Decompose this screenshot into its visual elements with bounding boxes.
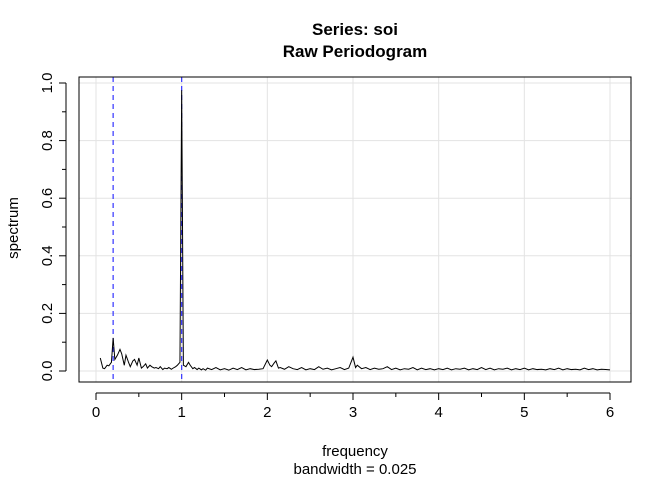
x-tick-label: 5 (520, 404, 528, 421)
x-tick-label: 4 (434, 404, 442, 421)
reference-lines (112, 77, 183, 382)
x-tick-label: 3 (349, 404, 357, 421)
x-tick-label: 6 (606, 404, 614, 421)
x-axis: 0 1 2 3 4 5 6 (92, 392, 614, 421)
series-layer (99, 90, 611, 371)
y-tick-label: 0.6 (39, 188, 56, 209)
chart-title: Series: soi (312, 20, 398, 39)
spectrum-line (99, 90, 611, 371)
x-axis-sublabel: bandwidth = 0.025 (293, 461, 416, 478)
x-tick-label: 0 (92, 404, 100, 421)
y-tick-label: 0.8 (39, 130, 56, 151)
y-tick-label: 0.4 (39, 245, 56, 266)
x-tick-label: 2 (263, 404, 271, 421)
x-axis-label: frequency (322, 443, 388, 460)
chart-subtitle: Raw Periodogram (283, 42, 428, 61)
y-tick-label: 0.2 (39, 303, 56, 324)
y-tick-label: 0.0 (39, 361, 56, 382)
y-axis: 0.0 0.2 0.4 0.6 0.8 1.0 (39, 73, 67, 382)
y-axis-label: spectrum (5, 197, 22, 259)
x-tick-label: 1 (177, 404, 185, 421)
grid (79, 77, 631, 382)
y-tick-label: 1.0 (39, 73, 56, 94)
plot-frame (78, 76, 632, 383)
